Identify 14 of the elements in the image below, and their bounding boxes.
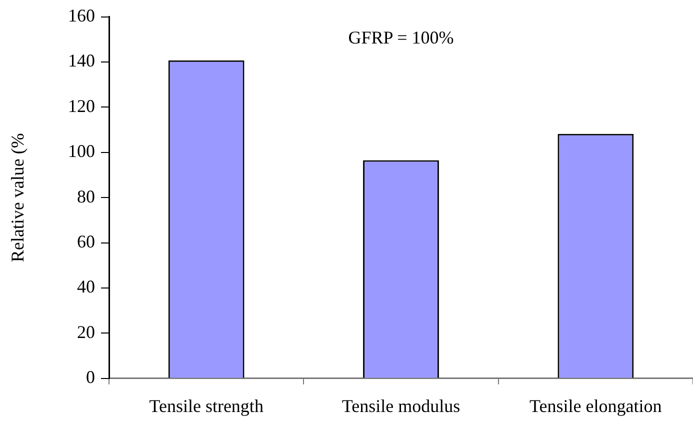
y-tick-label: 80	[77, 186, 95, 206]
x-tick-label: Tensile strength	[149, 396, 264, 416]
y-tick-label: 40	[77, 276, 95, 297]
y-tick-label: 160	[68, 6, 95, 26]
y-axis-title: Relative value (%	[8, 133, 28, 262]
y-tick-label: 60	[77, 232, 95, 252]
y-tick-label: 120	[68, 96, 95, 116]
annotation: GFRP = 100%	[348, 28, 454, 48]
x-tick-label: Tensile modulus	[342, 396, 460, 416]
x-tick-label: Tensile elongation	[530, 396, 662, 416]
y-tick-label: 0	[86, 367, 95, 388]
y-tick-label: 20	[77, 322, 95, 342]
y-tick-label: 100	[68, 141, 95, 162]
y-tick-label: 140	[68, 50, 95, 71]
